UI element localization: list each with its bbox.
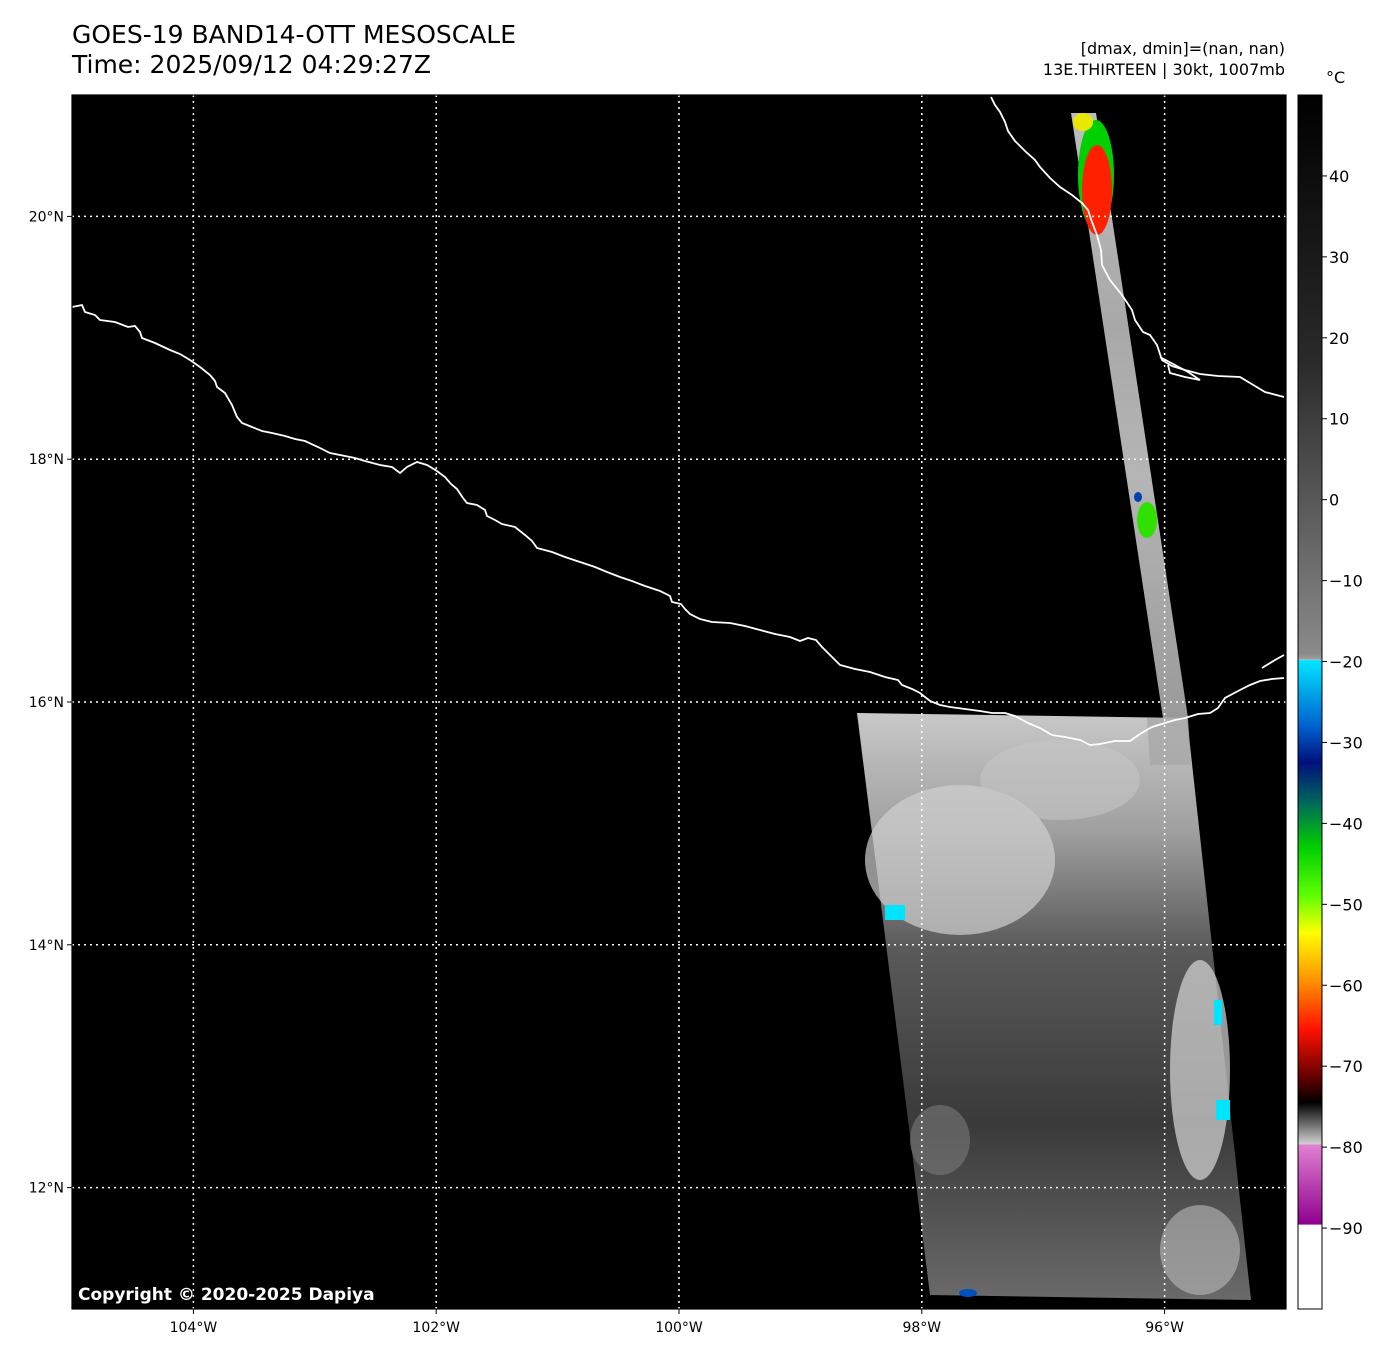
imagery-swath-overlap [1147, 718, 1191, 765]
cold-top-yellow-north [1073, 113, 1093, 131]
coastline-east-fragment [1261, 654, 1285, 669]
coastline-pacific-mexico [72, 303, 1285, 746]
lat-tick-label: 12°N [29, 1181, 64, 1197]
colorbar-tick-label: −10 [1329, 572, 1363, 591]
lat-tick-label: 16°N [29, 695, 64, 711]
coastline-lagoon [1159, 356, 1201, 381]
axis-ticks: 104°W 102°W 100°W 98°W 96°W 20°N 18°N 16°N 14°N 1… [29, 209, 1184, 1336]
gridlines [72, 95, 1286, 1309]
coastlines [72, 96, 1285, 746]
lon-tick-label: 100°W [655, 1320, 703, 1336]
lon-tick-label: 96°W [1145, 1320, 1184, 1336]
cold-pixels-cyan-west [885, 905, 905, 920]
copyright-notice: Copyright © 2020-2025 Dapiya [78, 1285, 375, 1305]
cold-top-green-mid [1137, 502, 1157, 538]
colorbar-tick-label: 30 [1329, 248, 1349, 267]
lat-tick-label: 20°N [29, 209, 64, 225]
cold-pixels-cyan-southeast [1216, 1100, 1230, 1120]
colorbar-tick-label: −50 [1329, 895, 1363, 914]
cloud-patch-east [1170, 960, 1230, 1180]
cold-top-red-north [1082, 145, 1112, 235]
storm-line: 13E.THIRTEEN | 30kt, 1007mb [1042, 60, 1285, 79]
colorbar-tick-label: −40 [1329, 814, 1363, 833]
lat-tick-label: 14°N [29, 938, 64, 954]
satellite-imagery [857, 113, 1251, 1300]
cold-pixels-blue-south [959, 1289, 977, 1297]
colorbar-tick-label: −20 [1329, 653, 1363, 672]
colorbar-unit: °C [1326, 68, 1346, 87]
imagery-swath-strip [1071, 113, 1188, 718]
stats-line: [dmax, dmin]=(nan, nan) [1080, 39, 1285, 58]
colorbar-tick-label: −60 [1329, 976, 1363, 995]
colorbar-gradient [1297, 94, 1323, 1310]
chart-title: GOES-19 BAND14-OTT MESOSCALE Time: 2025/… [72, 20, 516, 80]
storm-info: [dmax, dmin]=(nan, nan) 13E.THIRTEEN | 3… [1043, 38, 1285, 80]
colorbar: 40 30 20 10 0 −10 −20 −30 −40 −50 −60 −70 −80 −90 [1297, 94, 1363, 1310]
lon-tick-label: 102°W [412, 1320, 460, 1336]
colorbar-tick-label: −30 [1329, 733, 1363, 752]
colorbar-tick-label: 10 [1329, 410, 1349, 429]
colorbar-tick-label: −90 [1329, 1219, 1363, 1238]
title-line-1: GOES-19 BAND14-OTT MESOSCALE [72, 20, 517, 49]
cloud-patch-southeast [1160, 1205, 1240, 1295]
coastline-gulf-mexico [990, 96, 1285, 398]
colorbar-ticks: 40 30 20 10 0 −10 −20 −30 −40 −50 −60 −70 −80 −90 [1322, 167, 1363, 1238]
title-line-2: Time: 2025/09/12 04:29:27Z [72, 50, 431, 79]
colorbar-tick-label: 20 [1329, 329, 1349, 348]
colorbar-tick-label: −70 [1329, 1057, 1363, 1076]
colorbar-tick-label: 40 [1329, 167, 1349, 186]
cloud-patch-west [865, 785, 1055, 935]
cold-top-blue-mid [1134, 492, 1142, 502]
colorbar-tick-label: −80 [1329, 1138, 1363, 1157]
lon-tick-label: 98°W [902, 1320, 941, 1336]
lat-tick-label: 18°N [29, 452, 64, 468]
cold-pixels-cyan-east [1214, 1000, 1222, 1025]
cloud-patch-north [980, 740, 1140, 820]
lon-tick-label: 104°W [170, 1320, 218, 1336]
cloud-patch-southwest [910, 1105, 970, 1175]
colorbar-tick-label: 0 [1329, 491, 1339, 510]
